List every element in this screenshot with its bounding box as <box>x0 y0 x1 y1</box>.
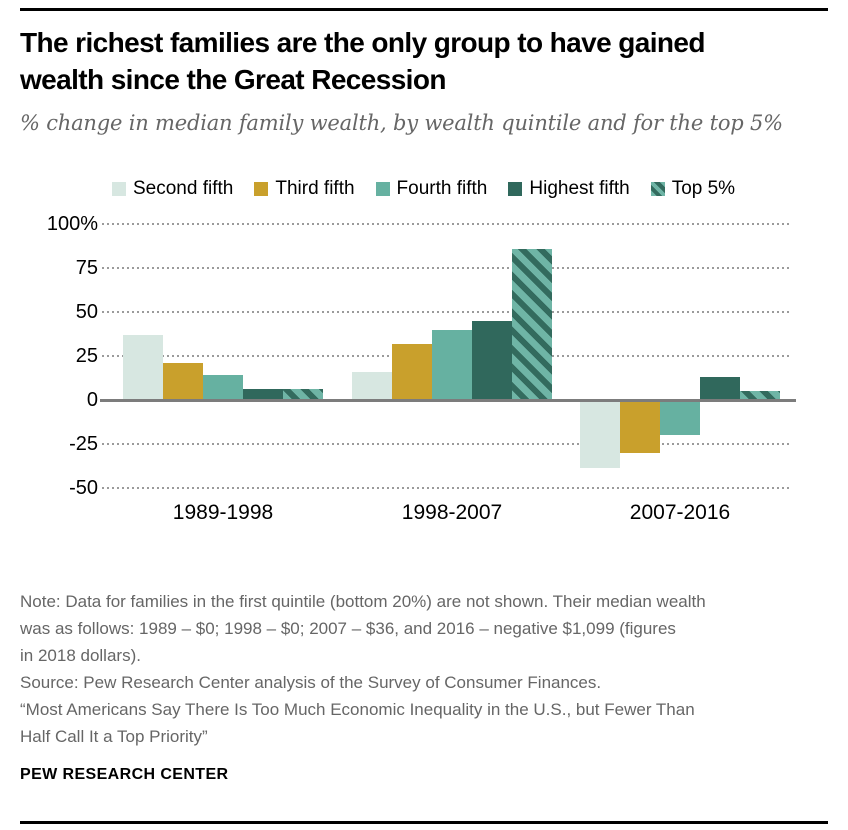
legend-item-1: Third fifth <box>254 178 355 200</box>
y-axis-tick-50: 50 <box>4 299 98 326</box>
bar-2007-2016-top-5- <box>740 391 780 400</box>
bar-2007-2016-third-fifth <box>620 400 660 453</box>
bar-2007-2016-fourth-fifth <box>660 400 700 436</box>
legend-label: Top 5% <box>671 178 736 199</box>
y-axis-tick-100: 100% <box>4 211 98 238</box>
legend-label: Highest fifth <box>529 178 630 199</box>
bar-chart: 100% 75 50 25 0 -25 -50 1989-1998 1998-2007 2007-… <box>0 211 848 541</box>
bar-1998-2007-second-fifth <box>352 371 392 400</box>
y-axis-tick-25: 25 <box>4 343 98 370</box>
bar-1998-2007-top-5- <box>512 248 552 400</box>
gridline-100 <box>102 223 790 226</box>
y-axis-tick--25: -25 <box>4 430 98 457</box>
bar-1989-1998-highest-fifth <box>243 389 283 400</box>
legend-swatch-icon <box>375 182 390 196</box>
legend-swatch-icon <box>650 182 665 196</box>
legend-swatch-icon <box>254 182 269 196</box>
gridline-50 <box>102 311 790 314</box>
bar-2007-2016-second-fifth <box>580 400 620 469</box>
top-rule <box>20 8 828 11</box>
note-text: Note: Data for families in the first qui… <box>20 592 706 665</box>
x-axis-label-1998-2007: 1998-2007 <box>401 501 503 524</box>
page-subtitle: % change in median family wealth, by wea… <box>20 111 783 135</box>
bar-1989-1998-third-fifth <box>163 363 203 400</box>
legend-label: Fourth fifth <box>396 178 488 199</box>
x-axis-label-2007-2016: 2007-2016 <box>629 501 731 524</box>
legend-label: Second fifth <box>133 178 234 199</box>
legend-swatch-icon <box>112 182 126 196</box>
bar-2007-2016-highest-fifth <box>700 377 740 400</box>
pew-wordmark: PEW RESEARCH CENTER <box>20 766 229 783</box>
legend-swatch-icon <box>508 182 523 196</box>
bottom-rule <box>20 821 828 824</box>
legend-item-3: Highest fifth <box>508 178 630 200</box>
bar-1989-1998-fourth-fifth <box>203 375 243 400</box>
zero-axis-line <box>100 398 796 402</box>
legend-item-0: Second fifth <box>112 178 233 200</box>
y-axis-tick--50: -50 <box>4 474 98 501</box>
bar-1989-1998-second-fifth <box>123 335 163 400</box>
legend-label: Third fifth <box>275 178 355 199</box>
bar-1989-1998-top-5- <box>283 389 323 400</box>
bar-1998-2007-third-fifth <box>392 343 432 400</box>
legend-item-4: Top 5% <box>650 178 736 200</box>
gridline--25 <box>102 442 790 445</box>
bar-1998-2007-fourth-fifth <box>432 329 472 400</box>
gridline--50 <box>102 486 790 489</box>
y-axis-tick-75: 75 <box>4 255 98 282</box>
x-axis-label-1989-1998: 1989-1998 <box>172 501 274 524</box>
bar-1998-2007-highest-fifth <box>472 320 512 400</box>
page-title: The richest families are the only group … <box>20 27 705 95</box>
gridline-75 <box>102 267 790 270</box>
source-text: Source: Pew Research Center analysis of … <box>20 673 602 692</box>
y-axis-tick-0: 0 <box>4 387 98 413</box>
legend-item-2: Fourth fifth <box>375 178 488 200</box>
report-title-quote: “Most Americans Say There Is Too Much Ec… <box>20 700 695 746</box>
chart-legend: Second fifth Third fifth Fourth fifth Highe… <box>112 178 735 200</box>
